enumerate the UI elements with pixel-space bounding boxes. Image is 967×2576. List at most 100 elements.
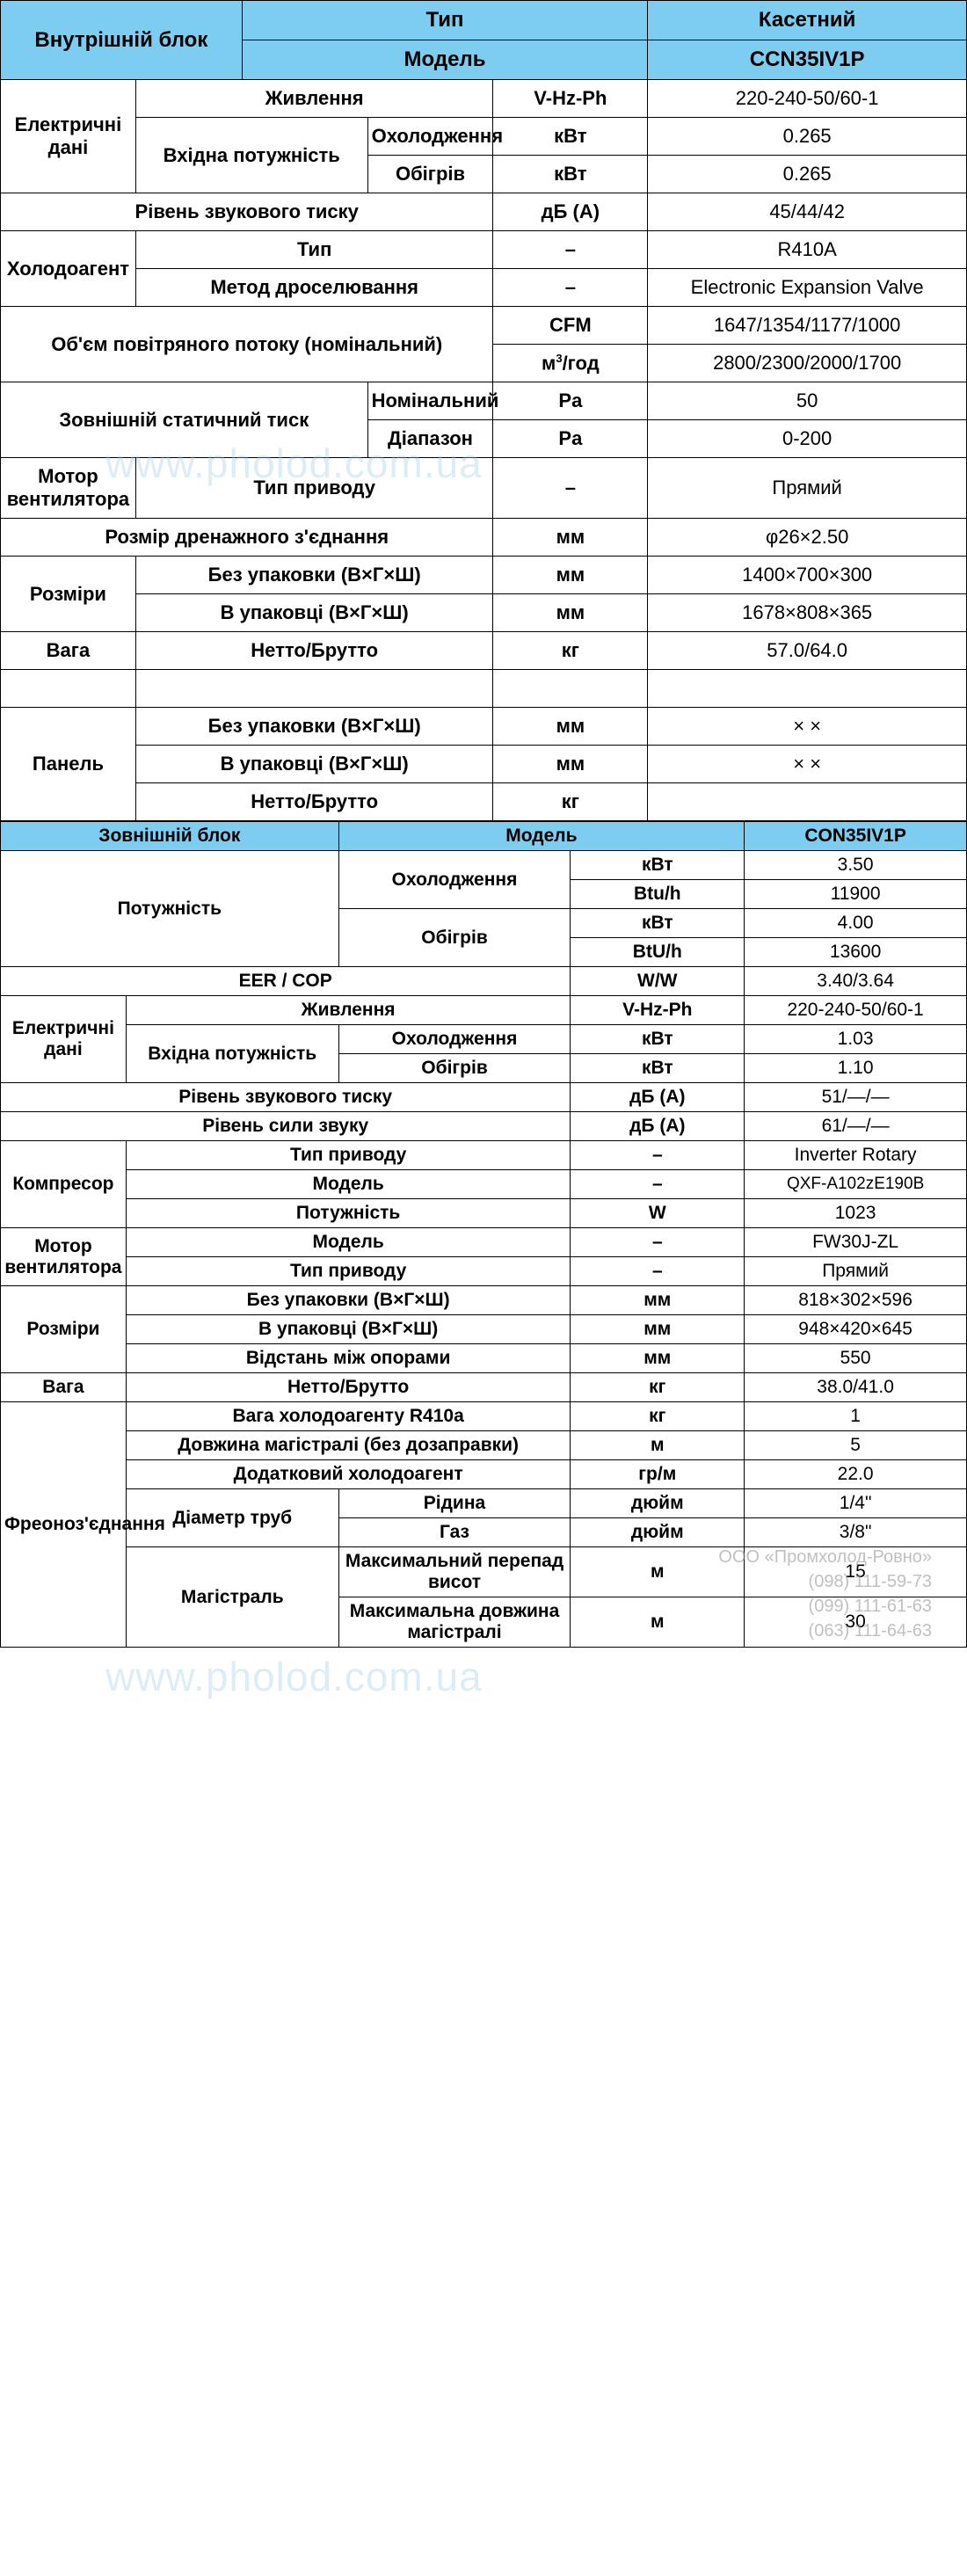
table-row: Розміри Без упаковки (В×Г×Ш) мм 818×302×…	[1, 1286, 967, 1315]
val-heat-kw: 4.00	[745, 909, 967, 938]
unit-dash: –	[571, 1141, 745, 1170]
val-refrig-type: R410A	[648, 231, 967, 269]
val-dim-pack: 1678×808×365	[648, 594, 967, 632]
table-row: Довжина магістралі (без дозаправки) м 5	[1, 1431, 967, 1460]
val-gas: 3/8"	[745, 1518, 967, 1547]
val-panel-weight	[648, 783, 967, 821]
unit-kw: кВт	[571, 1054, 745, 1083]
row-heating: Обігрів	[367, 156, 493, 193]
table-row: Зовнішній статичний тиск Номінальний Pa …	[1, 382, 967, 420]
header-model: Модель	[242, 40, 648, 80]
val-power-supply: 220-240-50/60-1	[648, 80, 967, 118]
row-comp-drive: Тип приводу	[126, 1141, 571, 1170]
unit-mm: мм	[493, 557, 648, 594]
val-heat-kw: 0.265	[648, 156, 967, 193]
row-support: Відстань між опорами	[126, 1344, 571, 1373]
val-spl: 45/44/42	[648, 193, 967, 231]
watermark-2: www.pholod.com.ua	[105, 1653, 483, 1700]
table-row: Електричні дані Живлення V-Hz-Ph 220-240…	[1, 996, 967, 1025]
val-liquid: 1/4"	[745, 1489, 967, 1518]
row-weight: Вага	[1, 1373, 127, 1402]
table-row: В упаковці (В×Г×Ш) мм 948×420×645	[1, 1315, 967, 1344]
unit-vhp: V-Hz-Ph	[571, 996, 745, 1025]
val-cool-kw: 3.50	[745, 851, 967, 880]
table-row: Вхідна потужність Охолодження кВт 0.265	[1, 118, 967, 156]
val-swl: 61/—/—	[745, 1112, 967, 1141]
row-max-len: Максимальна довжина магістралі	[338, 1597, 571, 1648]
val-drive-type: Прямий	[648, 458, 967, 519]
table-row: Потужність W 1023	[1, 1199, 967, 1228]
row-max-drop: Максимальний перепад висот	[338, 1547, 571, 1597]
val-r410: 1	[745, 1402, 967, 1431]
header-model-val: CON35IV1P	[745, 822, 967, 851]
unit-m3h: м3/год	[493, 345, 648, 382]
val-dim-unpack: 1400×700×300	[648, 557, 967, 594]
val-comp-drive: Inverter Rotary	[745, 1141, 967, 1170]
val-cool-in: 1.03	[745, 1025, 967, 1054]
table-row: Рівень звукового тиску дБ (А) 45/44/42	[1, 193, 967, 231]
val-cool-btu: 11900	[745, 880, 967, 909]
unit-dash: –	[571, 1257, 745, 1286]
unit-db: дБ (А)	[493, 193, 648, 231]
row-swl: Рівень сили звуку	[1, 1112, 571, 1141]
row-refrigerant: Холодоагент	[1, 231, 136, 307]
unit-btu2: BtU/h	[571, 938, 745, 967]
unit-pa: Pa	[493, 382, 648, 420]
unit-inch: дюйм	[571, 1518, 745, 1547]
header-model-val: CCN35IV1P	[648, 40, 967, 80]
row-cooling: Охолодження	[338, 851, 571, 909]
row-heating: Обігрів	[338, 909, 571, 967]
row-spl: Рівень звукового тиску	[1, 1083, 571, 1112]
row-drive-type: Тип приводу	[135, 458, 493, 519]
row-liquid: Рідина	[338, 1489, 571, 1518]
table-row: Компресор Тип приводу – Inverter Rotary	[1, 1141, 967, 1170]
val-cool-kw: 0.265	[648, 118, 967, 156]
unit-m: м	[571, 1547, 745, 1597]
val-eer: 3.40/3.64	[745, 967, 967, 996]
outdoor-unit-table: Зовнішній блок Модель CON35IV1P Потужніс…	[0, 821, 967, 1648]
unit-mm: мм	[571, 1286, 745, 1315]
unit-kw: кВт	[493, 118, 648, 156]
header-indoor: Внутрішній блок	[1, 1, 243, 80]
table-row: В упаковці (В×Г×Ш) мм × ×	[1, 746, 967, 783]
val-heat-btu: 13600	[745, 938, 967, 967]
row-dims: Розміри	[1, 1286, 127, 1373]
row-eer: EER / COP	[1, 967, 571, 996]
row-power-supply: Живлення	[126, 996, 571, 1025]
unit-dash: –	[571, 1170, 745, 1199]
unit-mm: мм	[493, 708, 648, 746]
row-comp-model: Модель	[126, 1170, 571, 1199]
unit-vhp: V-Hz-Ph	[493, 80, 648, 118]
row-input-power: Вхідна потужність	[126, 1025, 338, 1083]
unit-kw: кВт	[571, 1025, 745, 1054]
unit-mm: мм	[571, 1344, 745, 1373]
header-type: Тип	[242, 1, 648, 40]
header-outdoor: Зовнішній блок	[1, 822, 339, 851]
val-max-len: 30	[745, 1597, 967, 1648]
table-row: EER / COP W/W 3.40/3.64	[1, 967, 967, 996]
val-comp-model: QXF-A102zE190B	[745, 1170, 967, 1199]
val-airflow-cfm: 1647/1354/1177/1000	[648, 307, 967, 345]
row-airflow: Об'єм повітряного потоку (номінальний)	[1, 307, 493, 382]
val-dim-unpack: 818×302×596	[745, 1286, 967, 1315]
row-panel: Панель	[1, 708, 136, 821]
val-drain: φ26×2.50	[648, 519, 967, 557]
row-panel-unpack: Без упаковки (В×Г×Ш)	[135, 708, 493, 746]
unit-kg: кг	[493, 783, 648, 821]
table-row: Потужність Охолодження кВт 3.50	[1, 851, 967, 880]
unit-dash: –	[571, 1228, 745, 1257]
table-row: Розміри Без упаковки (В×Г×Ш) мм 1400×700…	[1, 557, 967, 594]
row-r410: Вага холодоагенту R410a	[126, 1402, 571, 1431]
val-esp-range: 0-200	[648, 420, 967, 458]
row-main: Магістраль	[126, 1547, 338, 1648]
unit-kg: кг	[493, 632, 648, 670]
row-compressor: Компресор	[1, 1141, 127, 1228]
table-row: Об'єм повітряного потоку (номінальний) C…	[1, 307, 967, 345]
row-power-supply: Живлення	[135, 80, 493, 118]
val-pipe-len: 5	[745, 1431, 967, 1460]
row-heating: Обігрів	[338, 1054, 571, 1083]
row-unpack: Без упаковки (В×Г×Ш)	[126, 1286, 571, 1315]
unit-pa: Pa	[493, 420, 648, 458]
row-elec: Електричні дані	[1, 80, 136, 193]
header-model: Модель	[338, 822, 745, 851]
